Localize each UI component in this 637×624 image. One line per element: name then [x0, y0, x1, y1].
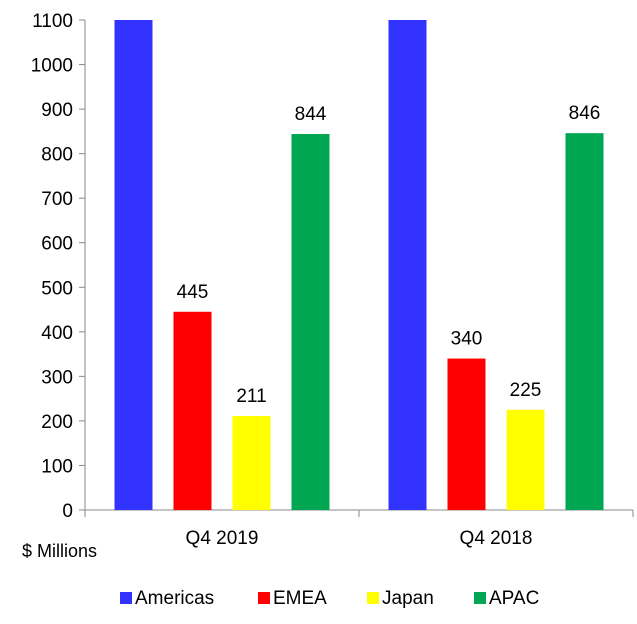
y-tick-label: 500 — [41, 278, 73, 299]
legend-label: APAC — [489, 588, 539, 609]
data-label: 846 — [569, 103, 601, 124]
bars — [114, 20, 604, 511]
y-tick-label: 1000 — [31, 56, 73, 77]
y-tick-label: 1100 — [32, 11, 73, 32]
data-label: 225 — [510, 380, 542, 401]
bar-emea-0 — [173, 311, 212, 510]
bar-americas-1 — [388, 20, 427, 510]
data-label: 340 — [451, 329, 483, 350]
x-axis: Q4 2019 Q4 2018 — [84, 509, 634, 549]
bar-japan-0 — [232, 416, 271, 510]
y-tick-label: 800 — [41, 145, 73, 166]
y-tick-label: 700 — [41, 189, 73, 210]
bar-emea-1 — [447, 358, 486, 510]
legend-swatch-apac — [474, 592, 486, 604]
bar-apac-0 — [291, 134, 330, 510]
legend-swatch-emea — [258, 592, 270, 604]
x-category-label: Q4 2018 — [460, 528, 533, 549]
legend-swatch-americas — [120, 592, 132, 604]
legend-label: EMEA — [273, 588, 327, 609]
bar-americas-0 — [114, 20, 153, 510]
bar-japan-1 — [506, 409, 545, 510]
legend-label: Japan — [382, 588, 434, 609]
y-tick-label: 600 — [41, 234, 73, 255]
y-tick-label: 900 — [41, 100, 73, 121]
bar-apac-1 — [565, 133, 604, 511]
legend-label: Americas — [135, 588, 214, 609]
y-tick-label: 100 — [41, 456, 73, 477]
legend: Americas EMEA Japan APAC — [120, 588, 539, 609]
y-tick-label: 200 — [41, 412, 73, 433]
data-label: 211 — [236, 386, 266, 407]
y-tick-label: 400 — [41, 323, 73, 344]
y-tick-label: 0 — [62, 501, 73, 522]
data-label: 844 — [295, 104, 327, 125]
x-category-label: Q4 2019 — [186, 528, 259, 549]
value-labels: 445 211 844 340 225 846 — [177, 103, 601, 407]
unit-label: $ Millions — [22, 541, 97, 561]
data-label: 445 — [177, 282, 209, 303]
y-tick-label: 300 — [41, 367, 73, 388]
y-axis: 0 100 200 300 400 500 600 700 800 900 1000 1100 — [31, 11, 86, 522]
legend-swatch-japan — [367, 592, 379, 604]
